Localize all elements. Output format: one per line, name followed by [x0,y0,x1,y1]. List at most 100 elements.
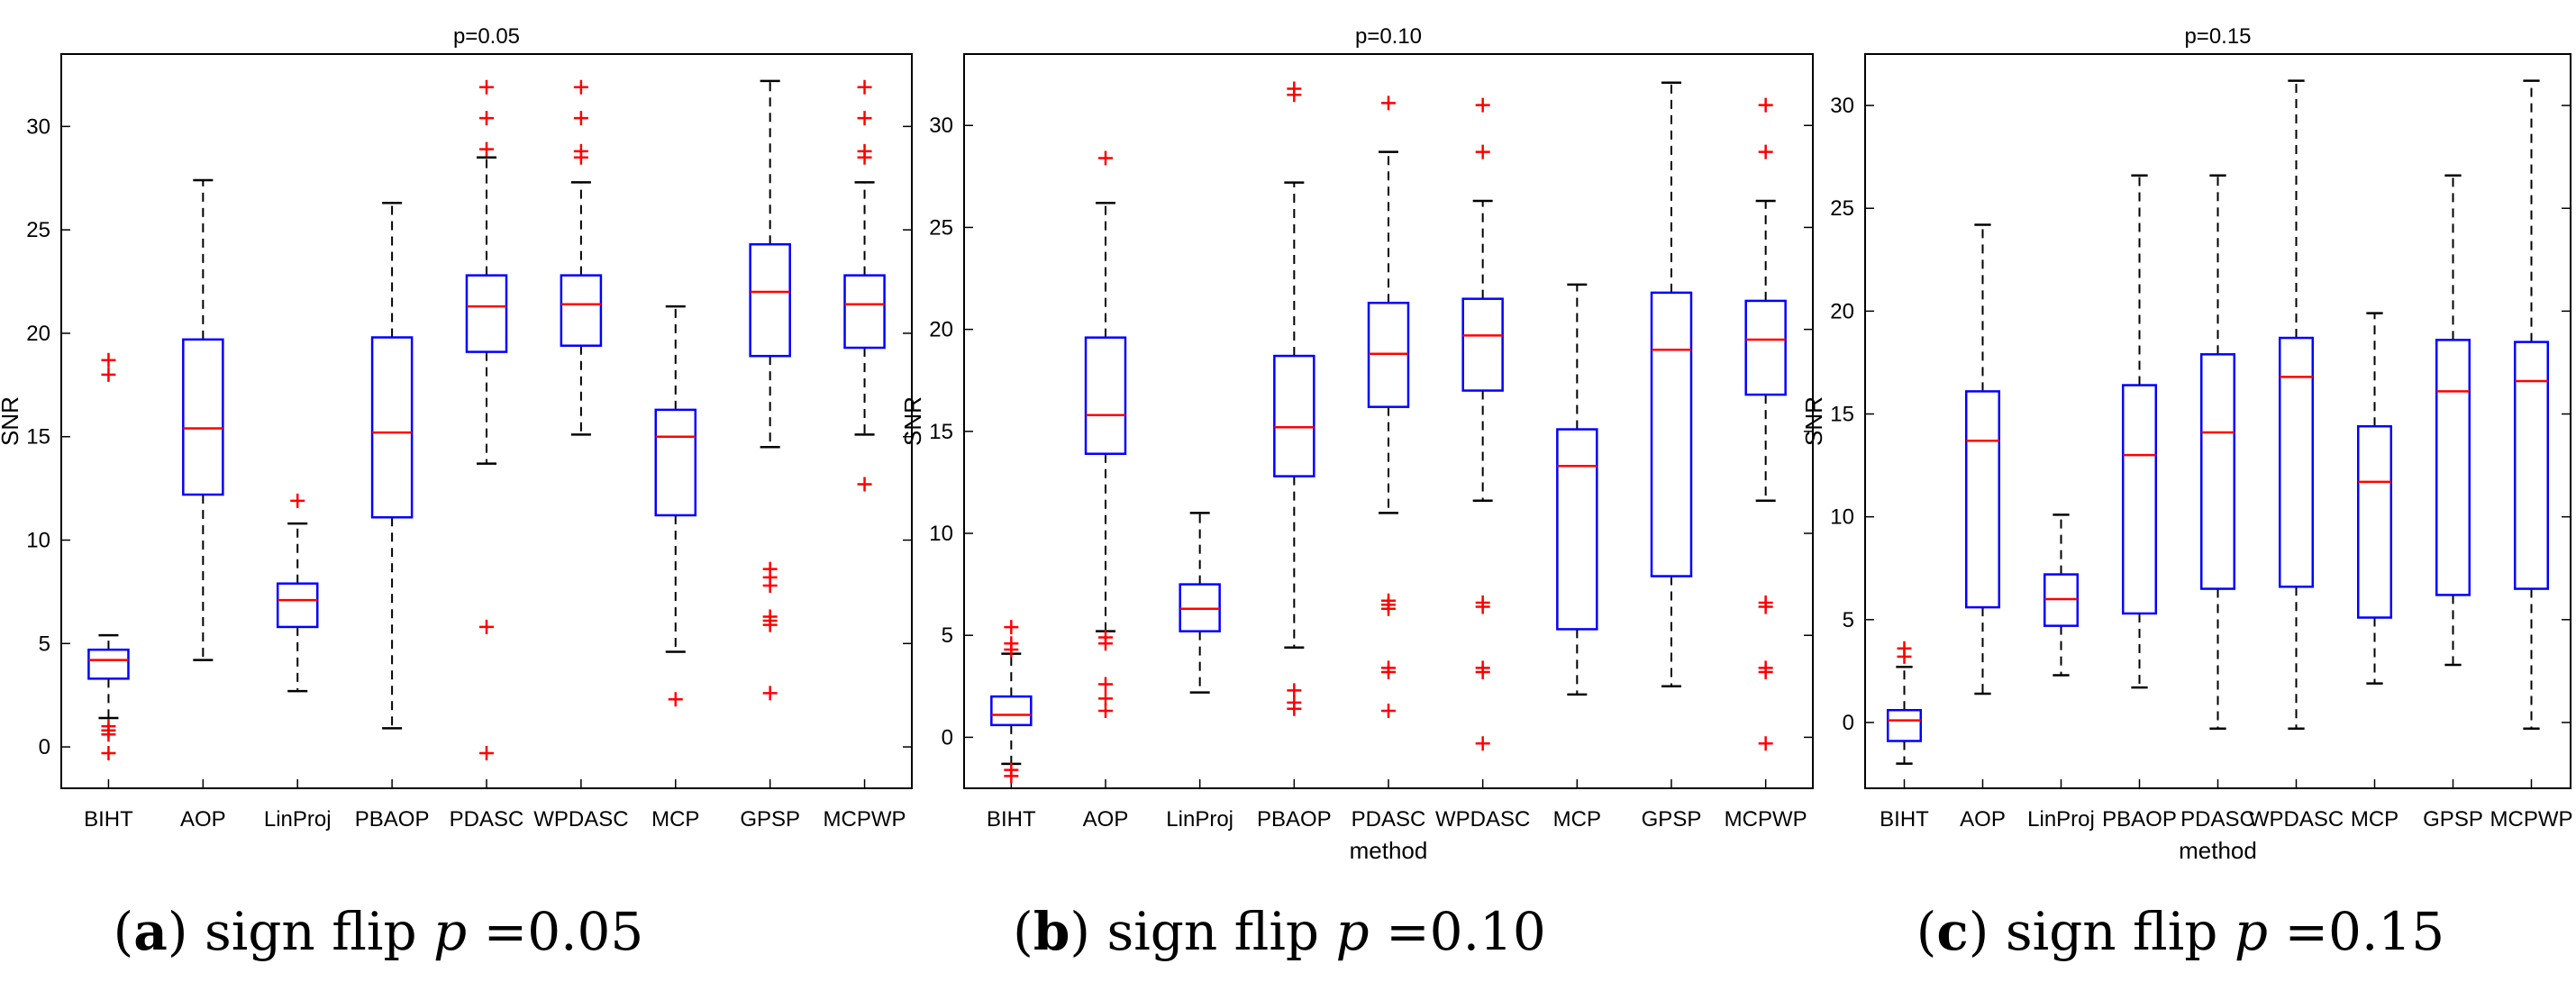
outlier-marker [1758,97,1773,113]
y-tick-label: 0 [942,725,953,750]
outlier-marker [762,617,778,632]
caption-text: sign flip [204,901,417,962]
axes-frame [1864,53,2571,789]
y-tick-label: 20 [929,318,953,342]
outlier-marker [1475,736,1490,751]
caption-value: =0.05 [483,901,644,962]
box-mcp [1556,283,1598,696]
chart-title: p=0.05 [453,24,520,49]
y-tick-label: 10 [929,522,953,546]
caption-b: (b) sign flip p =0.10 [1013,901,1546,962]
y-tick-label: 10 [1830,505,1854,530]
box-gpsp [749,79,791,701]
outlier-marker [1098,636,1113,651]
outlier-marker [290,493,305,508]
y-tick-label: 25 [1830,196,1854,221]
outlier-marker [857,79,872,95]
x-tick-label: MCP [1553,807,1601,832]
y-tick-label: 30 [1830,94,1854,118]
box-iqr [370,336,414,519]
outlier-marker [1098,677,1113,692]
y-tick-label: 20 [1830,299,1854,323]
x-tick-label: MCP [2351,807,2399,832]
caption-variable: p [433,901,468,962]
outlier-marker [1004,768,1019,784]
caption-letter: a [133,901,168,962]
y-tick-label: 15 [1830,403,1854,427]
outlier-marker [573,79,588,95]
outlier-marker [479,111,494,126]
outlier-marker [479,141,494,157]
y-tick-label: 25 [929,215,953,240]
x-tick-label: WPDASC [533,807,628,832]
outlier-marker [101,745,116,760]
box-biht [1886,641,1923,765]
x-tick-label: MCPWP [824,807,906,832]
y-tick-label: 15 [26,425,50,450]
x-tick-label: WPDASC [1435,807,1530,832]
box-mcpwp [1744,97,1787,751]
outlier-marker [1381,95,1396,111]
y-tick-label: 15 [929,420,953,444]
outlier-marker [857,111,872,126]
outlier-marker [1098,150,1113,166]
outlier-marker [1758,664,1773,679]
box-pdasc [2199,174,2236,731]
chart-title: p=0.10 [1355,24,1422,49]
x-tick-label: PBAOP [355,807,430,832]
outlier-marker [479,619,494,634]
outlier-marker [1758,736,1773,751]
caption-value: =0.10 [1386,901,1546,962]
caption-value: =0.15 [2284,901,2445,962]
y-axis-label: SNR [1800,396,1827,446]
caption-a: (a) sign flip p =0.05 [113,901,644,962]
x-axis-label: method [2179,837,2257,864]
box-linproj [1179,512,1221,694]
box-iqr [276,582,319,629]
box-mcp [654,305,697,707]
box-mcp [2356,312,2393,685]
x-tick-label: BIHT [987,807,1036,832]
outlier-marker [762,686,778,701]
outlier-marker [668,692,683,707]
x-tick-label: PDASC [2180,807,2255,832]
outlier-marker [1004,642,1019,658]
box-iqr [2435,339,2471,596]
outlier-marker [573,150,588,165]
x-tick-label: GPSP [740,807,800,832]
chart-panel-a: p=0.05 0 5 10 15 20 25 30 SNR BIHT AOP LinProj PBAOP… [0,24,913,832]
outlier-marker [857,477,872,492]
box-iqr [1650,291,1693,577]
x-tick-label: BIHT [1880,807,1929,832]
box-pbaop [2121,174,2158,689]
box-iqr [1084,336,1127,455]
x-tick-label: PBAOP [1257,807,1332,832]
box-iqr [1964,390,2001,609]
box-iqr [1273,354,1315,477]
outlier-marker [1098,703,1113,718]
x-tick-label: BIHT [84,807,133,832]
box-iqr [654,408,697,517]
box-iqr [465,274,508,353]
box-iqr [2278,336,2315,588]
outlier-marker [1475,97,1490,113]
outlier-marker [1381,703,1396,718]
box-iqr [1744,299,1787,396]
caption-c: (c) sign flip p =0.15 [1916,901,2445,962]
caption-text: sign flip [2005,901,2218,962]
box-iqr [2513,341,2550,590]
outlier-marker [1004,620,1019,635]
y-axis-label: SNR [0,396,23,446]
chart-panel-b: p=0.10 0 5 10 15 20 25 30 SNR BIHT AOP LinProj PBAOP… [899,24,1814,864]
x-tick-label: PBAOP [2102,807,2177,832]
outlier-marker [1475,599,1490,614]
outlier-marker [101,727,116,742]
x-tick-label: PDASC [1352,807,1426,832]
box-linproj [276,493,319,693]
box-gpsp [1650,81,1693,688]
x-tick-label: GPSP [1642,807,1702,832]
caption-variable: p [1335,901,1370,962]
box-pdasc [1367,95,1410,718]
box-wpdasc [560,79,603,436]
x-tick-label: AOP [180,807,226,832]
